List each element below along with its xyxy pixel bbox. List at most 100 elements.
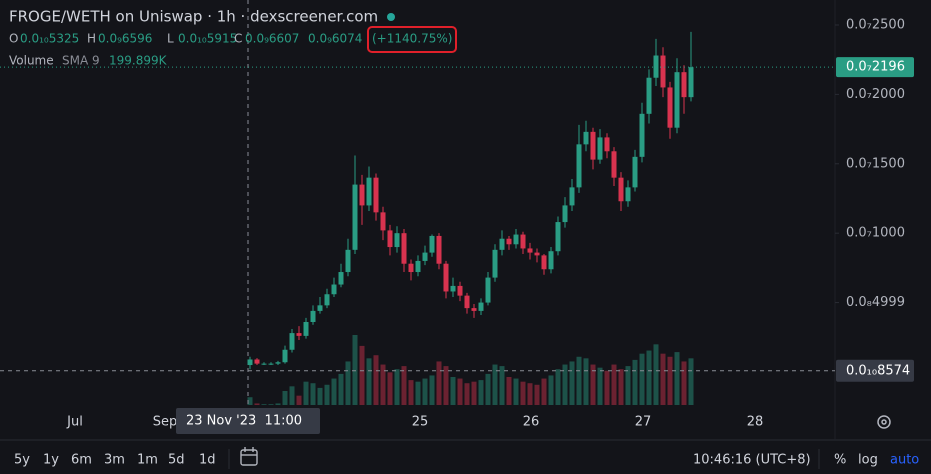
volume-bar xyxy=(590,364,596,405)
timeframe-button[interactable]: 5d xyxy=(168,453,185,468)
y-tick-label: 0.0₇2000 xyxy=(846,87,905,102)
candle-body xyxy=(373,177,379,213)
volume-bar xyxy=(394,369,400,405)
volume-bar xyxy=(576,356,582,405)
volume-bar xyxy=(583,358,589,405)
volume-bar xyxy=(597,367,603,405)
x-tick-label: Jul xyxy=(66,415,83,430)
volume-bar xyxy=(646,350,652,405)
volume-bar xyxy=(261,404,267,405)
volume-bar xyxy=(555,369,561,405)
timeframe-button[interactable]: 1m xyxy=(137,453,158,468)
candle-body xyxy=(681,72,687,98)
ohlc-key: L xyxy=(167,32,174,46)
candle-body xyxy=(660,55,666,88)
candle-body xyxy=(478,302,484,311)
volume-bar xyxy=(513,378,519,405)
candle-body xyxy=(415,260,421,273)
candle-body xyxy=(254,359,260,364)
timeframe-bar: 5y 1y 6m 3m 1m 5d 1d xyxy=(14,453,216,468)
volume-bar xyxy=(296,395,302,405)
candle-body xyxy=(597,137,603,160)
candle-body xyxy=(569,187,575,206)
timeframe-button[interactable]: 6m xyxy=(71,453,92,468)
candle-body xyxy=(450,285,456,292)
candle-body xyxy=(471,308,477,311)
candle-body xyxy=(380,212,386,231)
volume-bar xyxy=(303,381,309,405)
volume-bar xyxy=(310,383,316,405)
volume-bar xyxy=(254,403,260,405)
volume-bar xyxy=(457,378,463,405)
y-tick-label: 0.0₇2500 xyxy=(846,17,905,32)
candle-body xyxy=(541,255,547,270)
candle-body xyxy=(674,72,680,128)
volume-bar xyxy=(562,364,568,405)
crosshair-time-badge xyxy=(176,408,320,434)
volume-bar xyxy=(478,380,484,405)
candle-body xyxy=(646,77,652,114)
volume-bar xyxy=(282,391,288,405)
timeframe-button[interactable]: 1y xyxy=(43,453,59,468)
candle-body xyxy=(324,294,330,306)
x-tick-label: 26 xyxy=(523,415,540,430)
volume-bar xyxy=(317,387,323,405)
volume-bar xyxy=(492,364,498,405)
volume-bar xyxy=(380,364,386,405)
y-tick-label: 0.0₈4999 xyxy=(846,295,905,310)
candle-body xyxy=(632,156,638,188)
candle-body xyxy=(345,249,351,273)
volume-bar xyxy=(660,353,666,405)
candle-body xyxy=(618,177,624,202)
candle-body xyxy=(520,234,526,249)
candle-body xyxy=(667,87,673,128)
volume-bar xyxy=(499,366,505,405)
volume-bar xyxy=(450,377,456,405)
x-tick-label: Sep xyxy=(153,415,178,430)
candle-body xyxy=(275,362,281,364)
crosshair-price-label: 0.0₁₀8574 xyxy=(846,363,910,378)
volume-bar xyxy=(625,366,631,405)
candle-body xyxy=(527,248,533,253)
candle-body xyxy=(534,252,540,256)
last-price-label: 0.0₇2196 xyxy=(846,60,905,75)
ohlc-value: 0.0₁₀5325 xyxy=(20,32,79,46)
ohlc-key: O xyxy=(9,32,18,46)
candle-body xyxy=(485,277,491,303)
volume-bar xyxy=(373,355,379,405)
volume-label: Volume xyxy=(9,54,54,68)
volume-bar xyxy=(520,381,526,405)
date-range-icon[interactable] xyxy=(240,447,258,466)
candle-body xyxy=(296,333,302,336)
timeframe-button[interactable]: 5y xyxy=(14,453,30,468)
volume-bar xyxy=(387,372,393,405)
log-toggle[interactable]: log xyxy=(858,453,878,468)
candle-body xyxy=(359,184,365,206)
ohlc-key: C xyxy=(234,32,242,46)
volume-bar xyxy=(345,361,351,405)
candle-body xyxy=(394,233,400,248)
candle-body xyxy=(352,184,358,250)
timeframe-button[interactable]: 1d xyxy=(199,453,216,468)
candle-body xyxy=(457,285,463,296)
candle-body xyxy=(688,67,694,98)
candle-body xyxy=(625,187,631,202)
volume-bar xyxy=(611,364,617,405)
auto-toggle[interactable]: auto xyxy=(890,453,919,468)
volume-bar xyxy=(247,397,253,405)
volume-bar xyxy=(401,366,407,405)
volume-bar xyxy=(422,378,428,405)
volume-bar xyxy=(408,380,414,405)
percent-toggle[interactable]: % xyxy=(834,453,846,468)
ohlc-key: H xyxy=(87,32,96,46)
x-tick-label: 27 xyxy=(635,415,652,430)
timeframe-button[interactable]: 3m xyxy=(104,453,125,468)
candle-body xyxy=(499,238,505,250)
volume-bar xyxy=(653,344,659,405)
volume-bar xyxy=(506,377,512,405)
settings-icon[interactable] xyxy=(877,415,891,429)
candle-body xyxy=(338,272,344,285)
volume-bar xyxy=(331,378,337,405)
